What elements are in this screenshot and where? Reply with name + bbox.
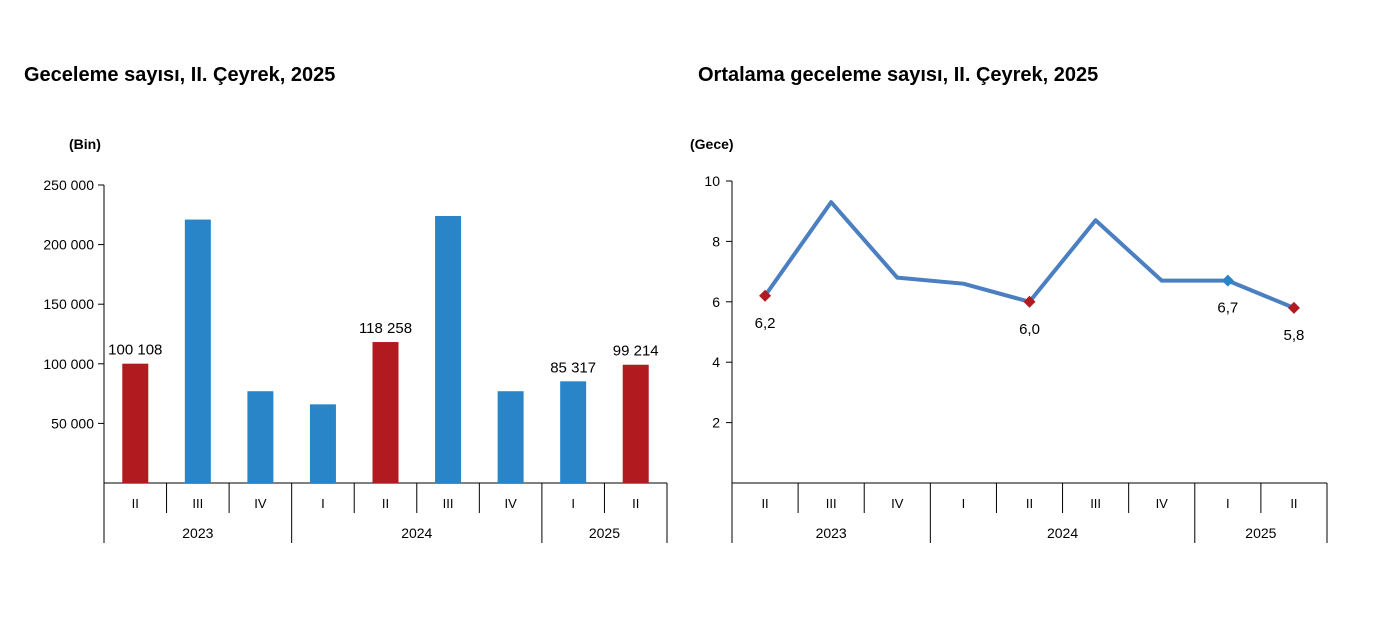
line-data-label: 6,0: [1019, 321, 1040, 338]
line-y-tick-label: 6: [712, 294, 720, 310]
line-y-tick-label: 2: [712, 415, 720, 431]
line-marker: [759, 289, 772, 302]
bar-x-tick-label: II: [632, 496, 639, 511]
bar-y-tick-label: 150 000: [43, 296, 94, 312]
line-year-label: 2025: [1245, 525, 1276, 541]
bar-x-tick-label: IV: [254, 496, 267, 511]
bar: [372, 342, 399, 483]
bar-data-label: 118 258: [359, 320, 412, 337]
bar: [622, 364, 649, 483]
bar: [309, 404, 336, 483]
bar-y-tick-label: 50 000: [51, 415, 94, 431]
line-marker: [1221, 274, 1234, 287]
bar-chart-title: Geceleme sayısı, II. Çeyrek, 2025: [24, 64, 336, 86]
line-year-label: 2024: [1047, 525, 1078, 541]
line-y-tick-label: 8: [712, 233, 720, 249]
bar-x-tick-label: II: [382, 496, 389, 511]
bar-x-tick-label: I: [571, 496, 575, 511]
line-data-label: 6,2: [755, 315, 776, 332]
line-data-label: 6,7: [1217, 300, 1238, 317]
bar-y-tick-label: 250 000: [43, 177, 94, 193]
line-data-label: 5,8: [1284, 327, 1305, 344]
line-x-tick-label: II: [1026, 496, 1033, 511]
bar: [247, 391, 274, 483]
line-unit-label: (Gece): [690, 136, 734, 152]
line-y-tick-label: 4: [712, 354, 720, 370]
bar: [560, 381, 587, 483]
bar-year-label: 2023: [182, 525, 213, 541]
bar-x-tick-label: IV: [504, 496, 517, 511]
line-year-label: 2023: [816, 525, 847, 541]
series-line: [763, 200, 1295, 310]
bar-data-label: 99 214: [613, 343, 659, 360]
bar: [122, 363, 149, 483]
bar-data-label: 85 317: [550, 359, 596, 376]
line-marker: [1023, 295, 1036, 308]
line-chart-title: Ortalama geceleme sayısı, II. Çeyrek, 20…: [698, 64, 1099, 86]
line-x-tick-label: I: [962, 496, 966, 511]
bar-x-tick-label: I: [321, 496, 325, 511]
bar-data-label: 100 108: [108, 342, 162, 359]
line-x-tick-label: I: [1226, 496, 1230, 511]
bar-x-tick-label: II: [132, 496, 139, 511]
bar-year-label: 2024: [401, 525, 432, 541]
line-x-tick-label: II: [761, 496, 768, 511]
bar-y-tick-label: 200 000: [43, 237, 94, 253]
line-x-tick-label: IV: [891, 496, 904, 511]
bar-x-tick-label: III: [443, 496, 454, 511]
bar: [184, 219, 211, 483]
line-x-tick-label: III: [826, 496, 837, 511]
bar-y-tick-label: 100 000: [43, 356, 94, 372]
line-x-tick-label: III: [1090, 496, 1101, 511]
bar: [497, 391, 524, 483]
bar-x-tick-label: III: [192, 496, 203, 511]
line-x-tick-label: II: [1290, 496, 1297, 511]
line-marker: [1287, 301, 1300, 314]
bar-unit-label: (Bin): [69, 136, 101, 152]
bar: [435, 215, 462, 483]
line-y-tick-label: 10: [704, 173, 720, 189]
bar-year-label: 2025: [589, 525, 620, 541]
line-x-tick-label: IV: [1156, 496, 1169, 511]
